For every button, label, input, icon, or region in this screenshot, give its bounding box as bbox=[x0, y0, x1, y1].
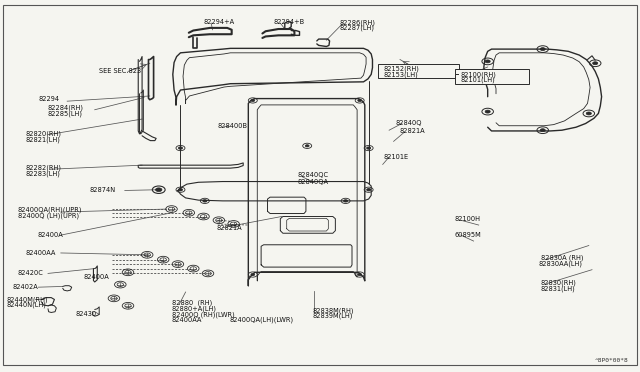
Text: 82874N: 82874N bbox=[90, 187, 116, 193]
Text: 82400AA: 82400AA bbox=[172, 317, 202, 323]
Text: 82880  (RH): 82880 (RH) bbox=[172, 300, 212, 307]
Text: 82830A (RH): 82830A (RH) bbox=[541, 254, 583, 261]
Text: 82152(RH): 82152(RH) bbox=[384, 65, 420, 72]
Circle shape bbox=[586, 112, 591, 115]
Text: ^8P0*00*8: ^8P0*00*8 bbox=[595, 358, 628, 363]
Text: 82400A: 82400A bbox=[37, 232, 63, 238]
Text: 82840QA: 82840QA bbox=[298, 179, 328, 185]
Text: 82440N(LH): 82440N(LH) bbox=[6, 302, 46, 308]
Circle shape bbox=[485, 110, 490, 113]
Circle shape bbox=[344, 200, 348, 202]
Circle shape bbox=[358, 99, 362, 102]
Circle shape bbox=[485, 60, 490, 63]
Circle shape bbox=[367, 147, 371, 149]
Text: 82400Q (LH)(UPR): 82400Q (LH)(UPR) bbox=[18, 212, 79, 219]
Text: 82840Q: 82840Q bbox=[396, 120, 422, 126]
FancyBboxPatch shape bbox=[455, 69, 529, 84]
Circle shape bbox=[540, 48, 545, 51]
Text: 82400Q (RH)(LWR): 82400Q (RH)(LWR) bbox=[172, 311, 234, 318]
Text: 82402A: 82402A bbox=[13, 284, 38, 290]
Text: 82838M(RH): 82838M(RH) bbox=[312, 307, 354, 314]
Text: 82830AA(LH): 82830AA(LH) bbox=[539, 260, 583, 267]
Text: 82400AA: 82400AA bbox=[26, 250, 56, 256]
Text: 82420C: 82420C bbox=[18, 270, 44, 276]
Circle shape bbox=[305, 145, 309, 147]
Text: 82101E: 82101E bbox=[384, 154, 409, 160]
Text: 82286(RH): 82286(RH) bbox=[339, 19, 375, 26]
Circle shape bbox=[156, 188, 162, 192]
Text: 82100H: 82100H bbox=[454, 216, 481, 222]
Circle shape bbox=[251, 99, 255, 102]
Text: 82831(LH): 82831(LH) bbox=[541, 285, 575, 292]
Circle shape bbox=[179, 189, 182, 191]
Circle shape bbox=[251, 273, 255, 276]
Text: 82294: 82294 bbox=[38, 96, 60, 102]
Text: 82153(LH): 82153(LH) bbox=[384, 71, 419, 78]
Text: 82839M(LH): 82839M(LH) bbox=[312, 313, 353, 320]
Text: 82294+B: 82294+B bbox=[274, 19, 305, 25]
Text: 82821A: 82821A bbox=[400, 128, 426, 134]
Text: 82820(RH): 82820(RH) bbox=[26, 131, 61, 137]
Text: 82430: 82430 bbox=[76, 311, 97, 317]
Text: 82101(LH): 82101(LH) bbox=[461, 77, 495, 83]
Text: 60895M: 60895M bbox=[454, 232, 481, 238]
Text: 828400B: 828400B bbox=[218, 124, 248, 129]
Circle shape bbox=[540, 129, 545, 132]
Text: 82287(LH): 82287(LH) bbox=[339, 25, 374, 31]
Circle shape bbox=[367, 189, 371, 191]
Text: 82282(RH): 82282(RH) bbox=[26, 165, 61, 171]
Text: 82284(RH): 82284(RH) bbox=[48, 105, 84, 111]
Text: 82400QA(RH)(UPR): 82400QA(RH)(UPR) bbox=[18, 207, 83, 214]
Text: 82440M(RH): 82440M(RH) bbox=[6, 296, 48, 303]
Text: 82880+A(LH): 82880+A(LH) bbox=[172, 305, 216, 312]
Text: 82294+A: 82294+A bbox=[204, 19, 235, 25]
FancyBboxPatch shape bbox=[378, 64, 459, 78]
Text: 82283(LH): 82283(LH) bbox=[26, 170, 60, 177]
Circle shape bbox=[593, 62, 598, 65]
Circle shape bbox=[203, 200, 207, 202]
Text: 82821(LH): 82821(LH) bbox=[26, 136, 60, 143]
Text: 82100(RH): 82100(RH) bbox=[461, 71, 497, 78]
Text: 82821A: 82821A bbox=[216, 225, 242, 231]
Text: SEE SEC.823: SEE SEC.823 bbox=[99, 68, 141, 74]
Text: 82285(LH): 82285(LH) bbox=[48, 110, 83, 117]
Text: 82840QC: 82840QC bbox=[298, 172, 329, 178]
Text: 82830(RH): 82830(RH) bbox=[541, 279, 577, 286]
Text: 82400QA(LH)(LWR): 82400QA(LH)(LWR) bbox=[229, 317, 293, 323]
Circle shape bbox=[179, 147, 182, 149]
Text: 82400A: 82400A bbox=[83, 274, 109, 280]
Circle shape bbox=[358, 273, 362, 276]
